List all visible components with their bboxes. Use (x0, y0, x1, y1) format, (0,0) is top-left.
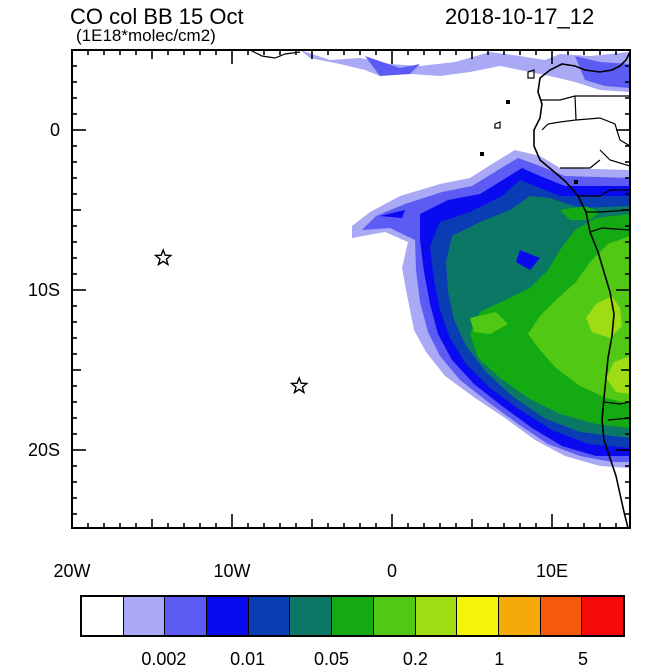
colorbar-tick-label: 1 (494, 649, 505, 669)
colorbar-tick-label: 0.05 (314, 649, 350, 669)
colorbar-cell (498, 597, 541, 635)
lat-label: 0 (49, 120, 60, 140)
map-datetime: 2018-10-17_12 (445, 4, 595, 29)
colorbar-cell (123, 597, 166, 635)
co-field-north-core (365, 56, 630, 88)
colorbar-cell (290, 597, 333, 635)
island-2 (494, 121, 501, 129)
lon-label: 20W (53, 561, 91, 581)
colorbar-cell (165, 597, 208, 635)
co-field-north (300, 50, 630, 92)
lon-label: 10W (213, 561, 251, 581)
colorbar (80, 595, 625, 637)
colorbar-cell (332, 597, 374, 635)
lon-label: 10E (535, 561, 569, 581)
colorbar-cell (457, 597, 499, 635)
colorbar-cell (540, 597, 583, 635)
colorbar-cell (248, 597, 291, 635)
map-plot (71, 49, 631, 529)
colorbar-cell (207, 597, 249, 635)
island-4 (480, 152, 484, 156)
colorbar-tick-label: 0.2 (402, 649, 428, 669)
coastline (533, 51, 630, 528)
border-top (249, 50, 301, 59)
co-field-yellowgreen (586, 296, 630, 394)
colorbar-tick-label: 0.002 (141, 649, 187, 669)
co-field-lightgreen (470, 236, 630, 404)
star-marker-icon (289, 376, 309, 395)
colorbar-tick-label: 0.01 (230, 649, 266, 669)
plot-frame (71, 49, 631, 529)
island-5 (574, 180, 578, 184)
co-field-spots (380, 210, 540, 270)
marker-layer (153, 248, 309, 395)
colorbar-cell (582, 597, 623, 635)
colorbar-cell (82, 597, 124, 635)
colorbar-cell (373, 597, 416, 635)
lat-label: 20S (27, 440, 60, 460)
colorbar-tick-label: 5 (578, 649, 589, 669)
border-lines (540, 95, 630, 421)
star-marker-icon (153, 248, 173, 267)
lon-label: 0 (386, 561, 397, 581)
map-title: CO col BB 15 Oct (70, 4, 244, 29)
lat-label: 10S (27, 280, 60, 300)
island-3 (506, 100, 510, 104)
axis-ticks (71, 49, 630, 528)
colorbar-cell (415, 597, 458, 635)
island-1 (527, 69, 535, 79)
map-units: (1E18*molec/cm2) (76, 26, 216, 45)
